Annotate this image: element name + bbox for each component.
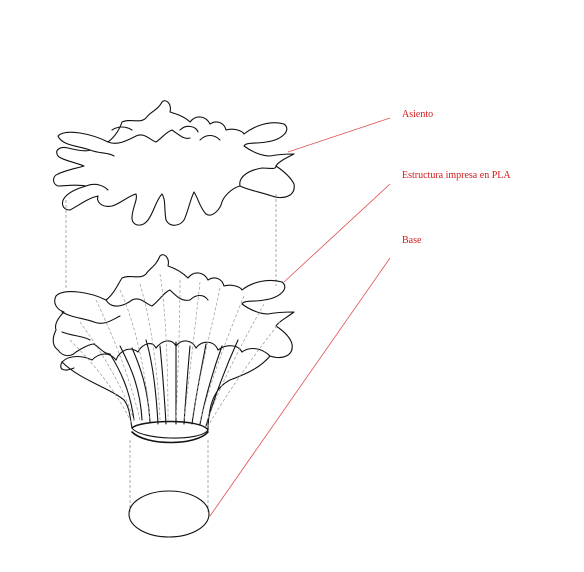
base-ellipse [128, 490, 210, 538]
base-guides [129, 440, 209, 512]
seat-label: Asiento [402, 109, 434, 120]
leader-line-structure [283, 183, 391, 283]
seat-outline [52, 100, 295, 226]
leader-lines [209, 117, 391, 517]
structure-inner-ribs [69, 273, 281, 427]
base-label: Base [402, 235, 422, 246]
structure-label: Estructura impresa en PLA [402, 170, 511, 181]
leader-line-seat [287, 117, 391, 153]
leader-line-base [209, 257, 391, 517]
seat-guides [65, 194, 277, 290]
structure-outline [52, 254, 295, 444]
